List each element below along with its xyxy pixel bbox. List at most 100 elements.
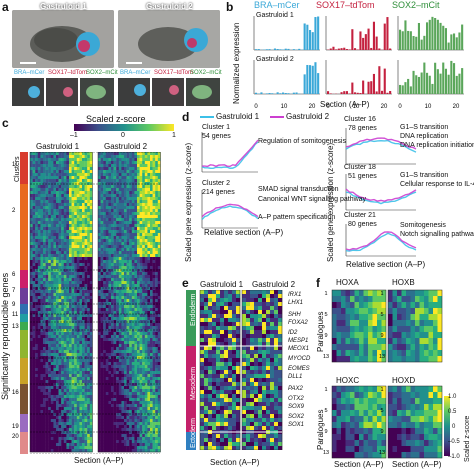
panel-f-cbar-tick-2: 0 [452, 424, 456, 430]
bar [428, 19, 431, 50]
paralogue-tick: 9 [380, 429, 383, 435]
bar [399, 84, 402, 94]
cluster-mean-line [201, 141, 259, 169]
paralogue-tick: 13 [379, 450, 385, 456]
gene-label: LHX1 [288, 300, 304, 306]
bar [335, 49, 338, 50]
bar [442, 25, 445, 50]
bar [386, 92, 389, 94]
bar [407, 78, 410, 94]
panel-d-xlabel-left: Relative section (A–P) [204, 228, 284, 237]
panel-d-legend-g2: Gastruloid 2 [286, 112, 330, 121]
bar [404, 82, 407, 94]
panel-c-colorbar-title: Scaled z-score [86, 114, 146, 124]
cluster16-term-3: DNA replication initiation [400, 142, 474, 149]
cluster1-term-1: Regulation of somitogenesis [258, 138, 346, 145]
group-mesoderm: Mesoderm [190, 366, 197, 400]
bar [431, 16, 434, 50]
panel-d-ylabel-left: Scaled gene expression (z-score) [184, 142, 193, 262]
bar [314, 62, 317, 94]
cluster2-genes: 214 genes [202, 189, 235, 196]
bar [337, 48, 340, 50]
bar [359, 31, 362, 50]
bar [412, 70, 415, 94]
bar [311, 65, 314, 94]
bar [332, 46, 335, 50]
panel-b-header-bra: BRA–mCer [254, 0, 300, 10]
bar [450, 60, 453, 94]
cluster-color-block [20, 314, 28, 322]
panel-b-header-sox2: SOX2–mCit [392, 0, 440, 10]
cluster-color-block [20, 358, 28, 384]
bar [303, 74, 306, 94]
bar [381, 90, 384, 94]
hoxd-title: HOXD [392, 376, 416, 385]
gastruloid2-image [118, 10, 220, 68]
bar [426, 72, 429, 94]
bar [276, 92, 279, 94]
bar [317, 16, 320, 50]
cluster-color-block [20, 432, 28, 454]
panel-c-letter: c [2, 116, 9, 130]
cluster-number: 6 [12, 272, 16, 278]
cluster-number: 19 [12, 424, 19, 430]
channel-label-bra-2: BRA–mCer [120, 70, 151, 76]
channel-label-sox2-1: SOX2–mCit [86, 70, 118, 76]
channel-thumbnails [12, 78, 220, 106]
cluster1-genes: 54 genes [202, 133, 231, 140]
cluster-number: 2 [12, 208, 16, 214]
cluster18-name: Cluster 18 [344, 164, 376, 171]
bar [309, 30, 312, 50]
bar [455, 37, 458, 50]
bar [329, 93, 332, 94]
paralogue-tick: 1 [380, 387, 383, 393]
panel-f-cbar-tick-0: 1.0 [448, 394, 457, 400]
paralogue-tick: 1 [324, 387, 327, 393]
cluster-number: 11 [12, 312, 19, 318]
gene-label: SOX9 [288, 404, 305, 410]
cluster21-term-2: Notch signalling pathway [400, 231, 474, 238]
cluster-mean-line [201, 205, 259, 221]
cluster-number: 1 [12, 162, 16, 168]
panel-f-cbar-tick-3: –0.5 [448, 439, 460, 445]
cluster16-term-1: G1–S transition [400, 124, 449, 131]
gene-label: MYOCD [288, 356, 311, 362]
panel-b-bars: 0 10 20 0 10 20 0 10 20 [253, 16, 464, 110]
bar [292, 49, 295, 50]
panel-d-xlabel-right: Relative section (A–P) [346, 260, 426, 269]
bar [378, 66, 381, 94]
cluster16-name: Cluster 16 [344, 116, 376, 123]
gastruloid2-title: Gastruloid 2 [146, 2, 193, 11]
channel-label-sox17-1: SOX17–tdTom [48, 70, 88, 76]
cluster-number: 16 [12, 390, 19, 396]
bar [458, 32, 461, 50]
bar [383, 23, 386, 50]
bar [351, 82, 354, 94]
bar [375, 36, 378, 50]
bar [423, 62, 426, 94]
bar [431, 83, 434, 94]
germ-layer-bar [186, 346, 196, 432]
bar [287, 93, 290, 94]
group-endoderm: Endoderm [190, 293, 197, 326]
x-tick-label: 20 [453, 104, 460, 110]
bar [362, 37, 365, 50]
x-tick-label: 10 [353, 104, 360, 110]
bar [461, 68, 464, 94]
cluster-number: 9 [12, 302, 16, 308]
cluster2-name: Cluster 2 [202, 180, 231, 187]
bar [447, 74, 450, 94]
panel-d-legend [200, 116, 284, 118]
channel-label-sox2-2: SOX2–mCit [190, 70, 222, 76]
panel-f-colorbar [444, 396, 450, 456]
bar [284, 48, 287, 50]
bar [439, 73, 442, 94]
hoxb-title: HOXB [392, 278, 415, 287]
cluster-number: 7 [12, 288, 16, 294]
bar [295, 92, 298, 94]
x-tick-label: 0 [326, 104, 330, 110]
paralogue-tick: 1 [324, 291, 327, 297]
bar [455, 75, 458, 94]
bar [417, 22, 420, 50]
panel-b-ylabel: Normalized expression [232, 22, 241, 104]
